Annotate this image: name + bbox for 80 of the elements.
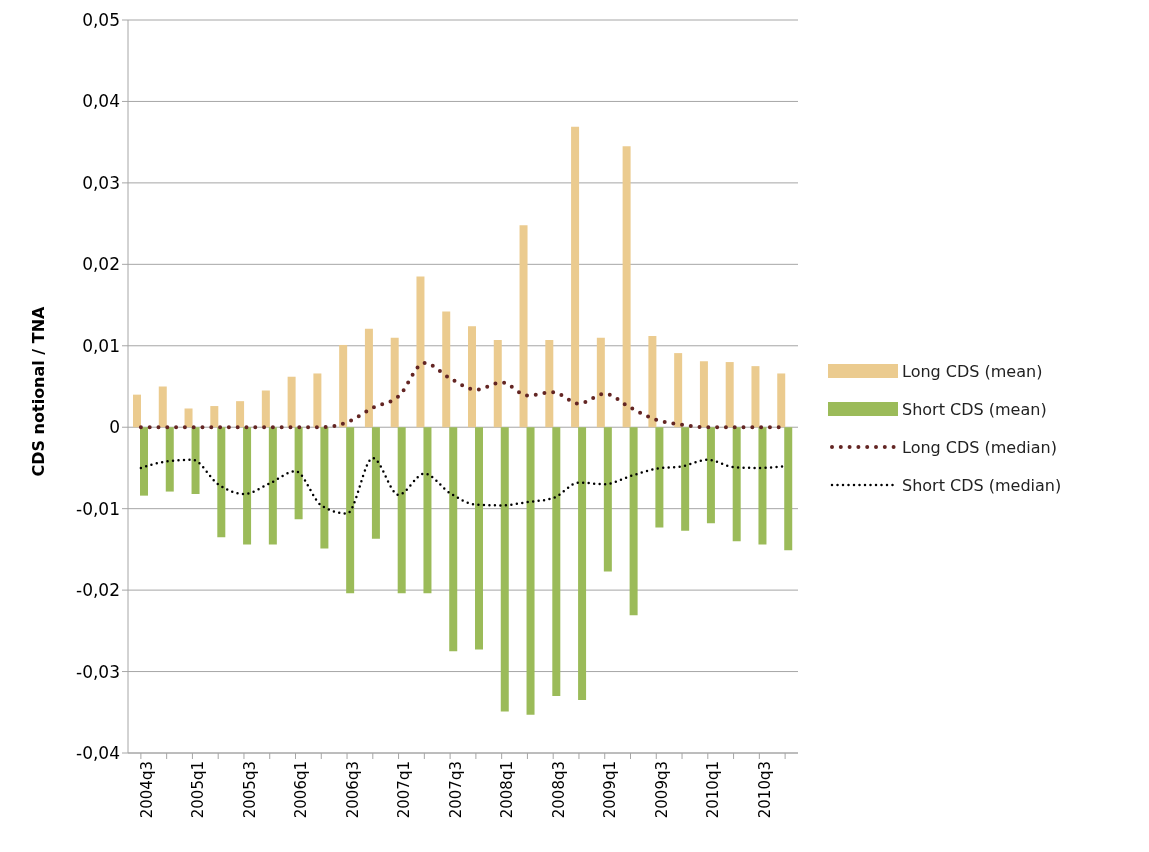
bar <box>706 427 715 524</box>
bar <box>545 340 554 428</box>
bar <box>423 427 432 594</box>
x-tick-label: 2005q1 <box>189 761 208 819</box>
y-tick-label: -0,02 <box>76 580 120 601</box>
x-tick-label: 2010q3 <box>756 761 774 819</box>
x-tick-label: 2009q3 <box>652 761 671 819</box>
bar <box>674 353 683 428</box>
bar <box>468 326 476 428</box>
bar <box>236 401 245 428</box>
bar <box>268 427 277 545</box>
bar <box>191 427 200 495</box>
bar <box>416 276 425 428</box>
x-tick-label: 2008q3 <box>549 761 568 819</box>
bar <box>217 427 226 538</box>
bar <box>526 427 535 715</box>
bar <box>655 427 664 528</box>
bar <box>578 427 587 701</box>
bar <box>725 362 734 428</box>
y-tick-label: 0,01 <box>82 335 120 356</box>
x-tick-label: 2008q1 <box>498 761 517 819</box>
bar <box>294 427 303 520</box>
y-tick-label: 0,05 <box>82 10 120 31</box>
bar <box>339 344 348 428</box>
bar <box>346 427 355 594</box>
y-tick-label: 0 <box>109 417 120 438</box>
bar <box>571 126 580 428</box>
bar <box>449 427 458 652</box>
legend-label: Long CDS (mean) <box>902 361 1043 381</box>
y-tick-label: -0,01 <box>76 498 120 519</box>
bar <box>622 146 631 428</box>
bar <box>751 366 760 428</box>
x-tick-label: 2007q1 <box>395 761 414 819</box>
bar <box>287 376 296 428</box>
bar <box>371 427 380 539</box>
bar <box>364 328 373 428</box>
y-tick-label: -0,03 <box>76 661 120 682</box>
bar <box>500 427 509 712</box>
bar <box>184 408 193 428</box>
bar <box>133 394 141 428</box>
y-tick-label: 0,04 <box>82 91 120 112</box>
x-tick-label: 2007q3 <box>446 761 465 819</box>
bar <box>758 427 767 545</box>
bar <box>243 427 252 545</box>
bar <box>397 427 406 594</box>
bar <box>475 427 483 650</box>
bar <box>140 427 148 496</box>
x-tick-label: 2005q3 <box>240 761 259 819</box>
x-tick-label: 2006q3 <box>343 761 362 819</box>
bar <box>732 427 741 542</box>
x-tick-label: 2006q1 <box>292 761 311 819</box>
bar <box>648 336 657 428</box>
x-tick-label: 2010q1 <box>704 761 723 819</box>
bar <box>493 340 502 428</box>
bar <box>158 386 167 428</box>
bar <box>603 427 612 572</box>
y-tick-label: 0,02 <box>82 254 120 275</box>
y-axis-title: CDS notional / TNA <box>28 305 48 477</box>
bar <box>320 427 329 549</box>
legend-label: Long CDS (median) <box>902 437 1057 457</box>
x-tick-label: 2009q1 <box>601 761 620 819</box>
bar <box>210 406 219 428</box>
y-tick-label: -0,04 <box>76 743 120 764</box>
bar <box>681 427 690 531</box>
legend-label: Short CDS (median) <box>902 475 1062 495</box>
x-tick-label: 2004q3 <box>137 761 156 819</box>
bar <box>699 361 708 428</box>
bar <box>442 311 451 428</box>
bar <box>165 427 174 492</box>
bar <box>519 225 528 428</box>
bar <box>313 373 322 428</box>
bar <box>777 373 786 428</box>
bar <box>552 427 561 696</box>
legend-label: Short CDS (mean) <box>902 399 1047 419</box>
bar <box>629 427 638 616</box>
bar <box>261 390 270 428</box>
bar <box>390 337 399 428</box>
bar <box>784 427 793 551</box>
bar <box>596 337 605 428</box>
y-tick-label: 0,03 <box>82 172 120 193</box>
